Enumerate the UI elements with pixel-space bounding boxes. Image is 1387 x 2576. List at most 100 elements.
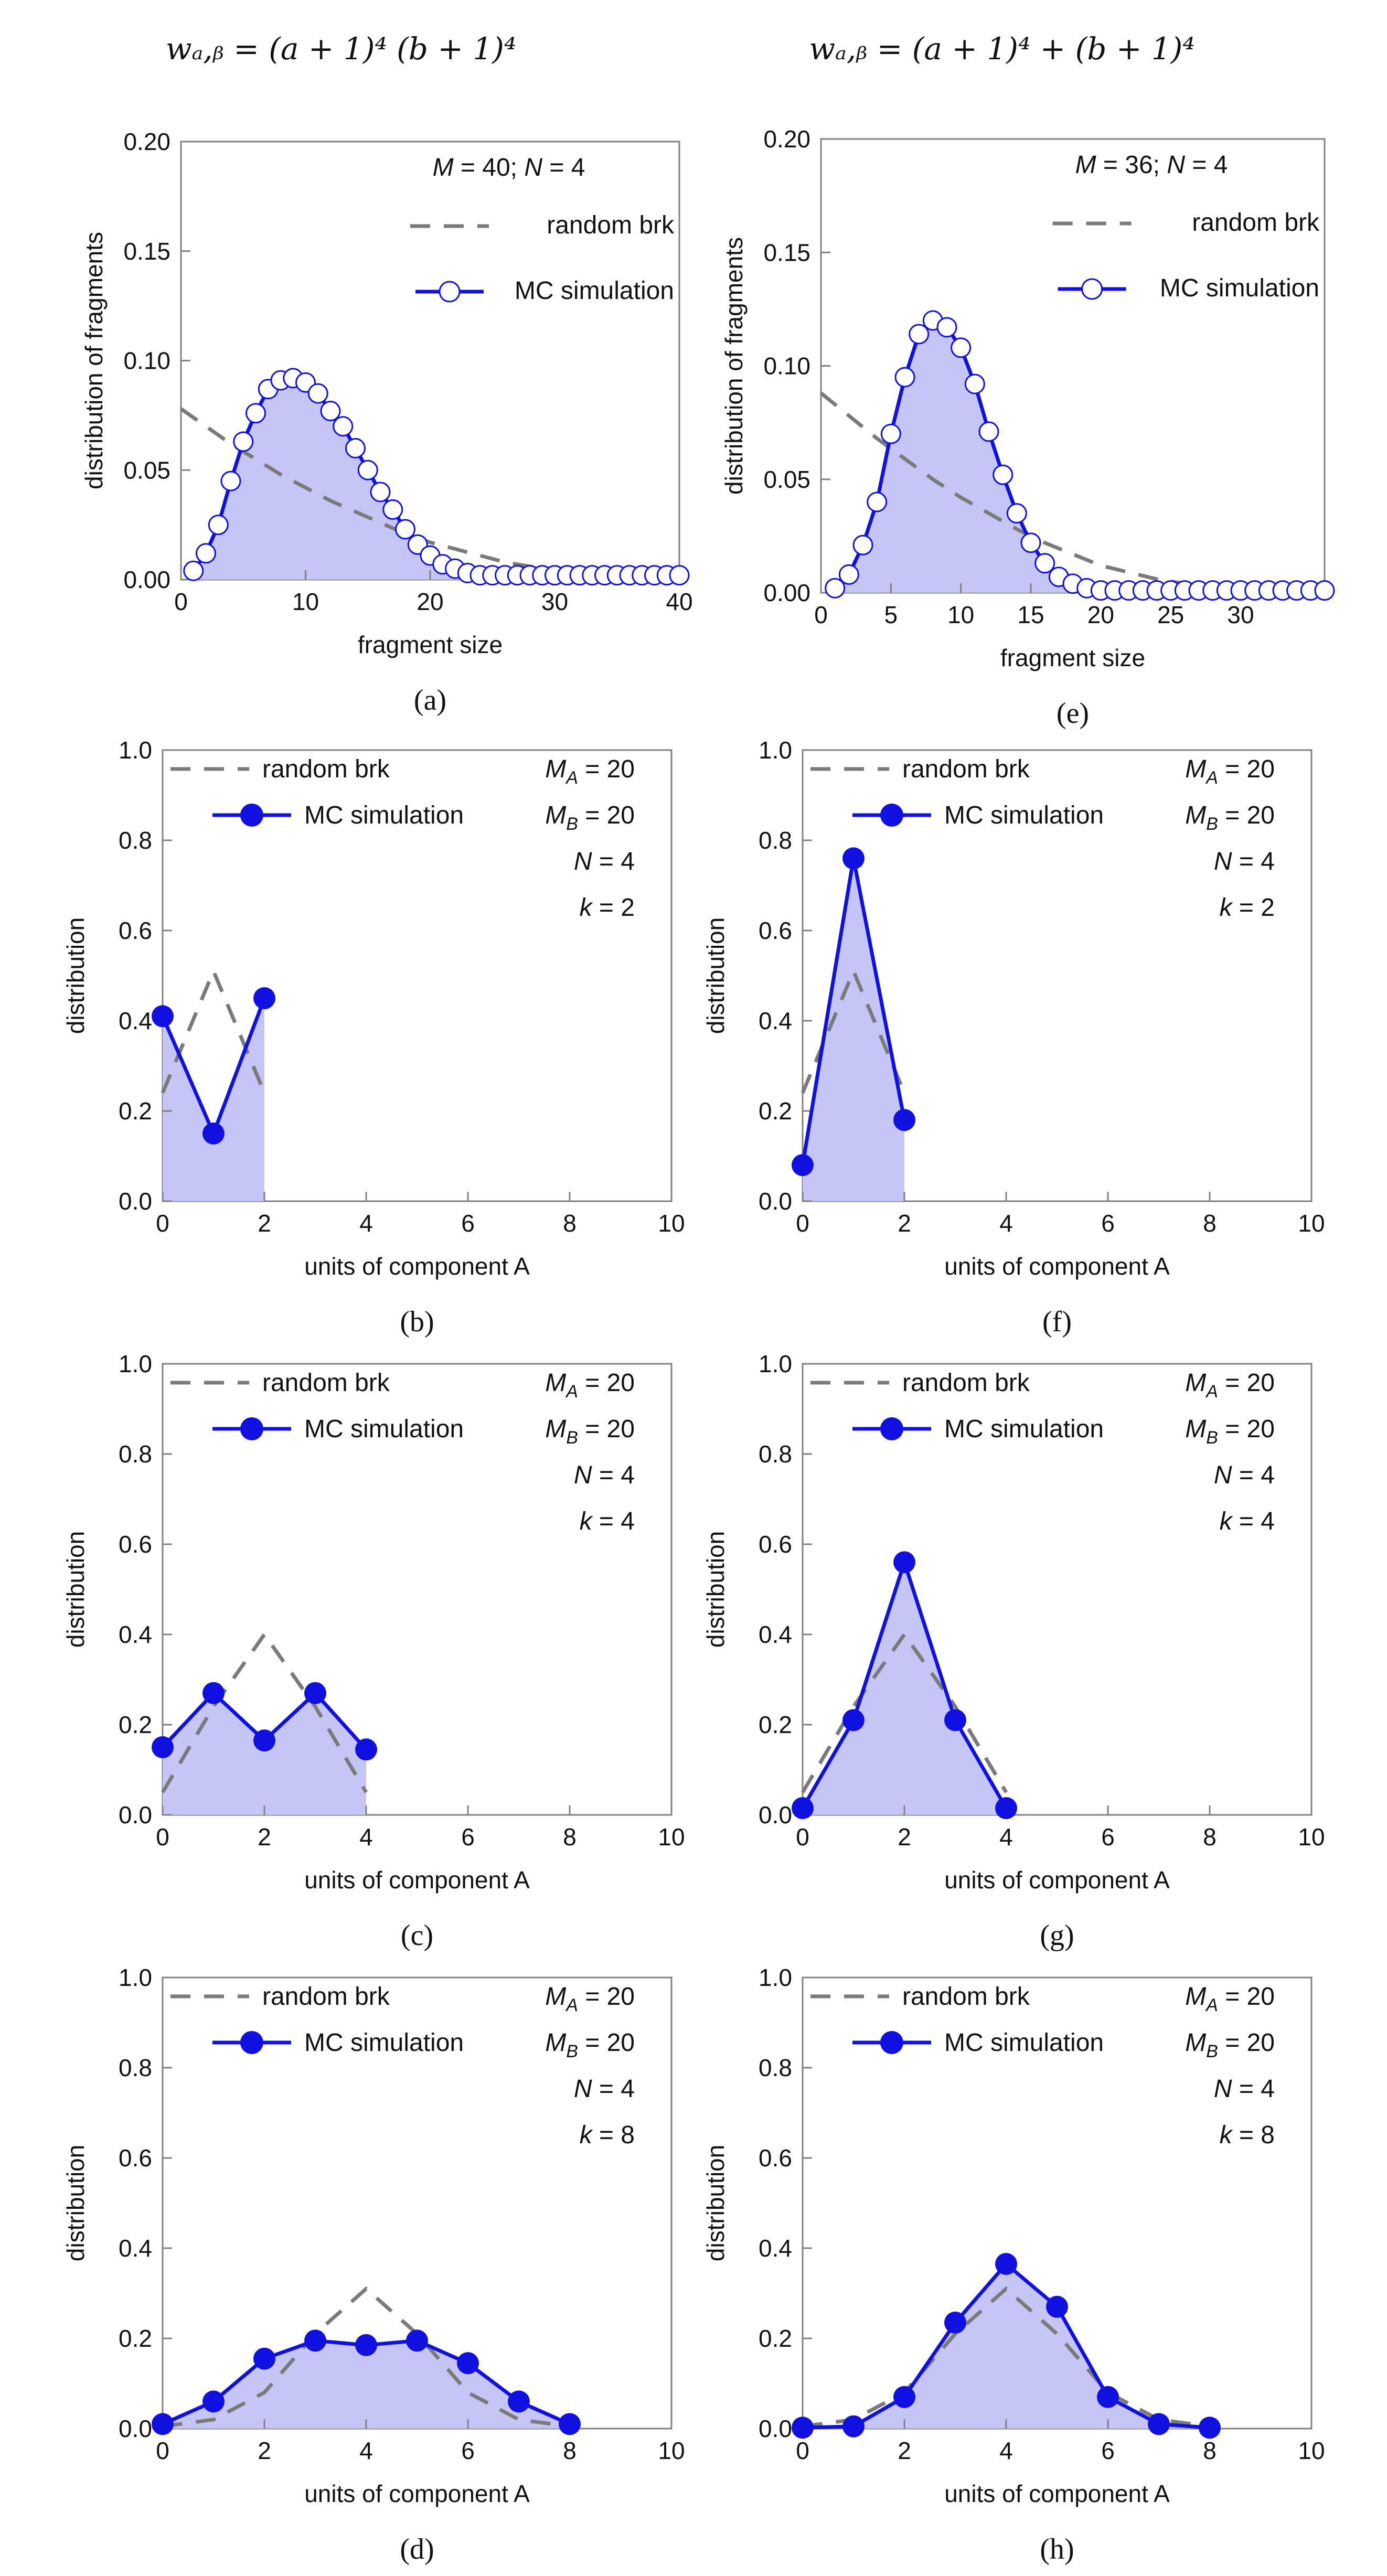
mc-point — [508, 2390, 530, 2413]
x-tick-label: 8 — [563, 1210, 577, 1237]
x-tick-label: 0 — [174, 588, 188, 615]
mc-point — [246, 403, 266, 424]
legend-mc-label: MC simulation — [944, 801, 1104, 829]
x-tick-label: 0 — [796, 2437, 809, 2464]
x-tick-label: 2 — [258, 2437, 271, 2464]
mc-fill-area — [193, 378, 679, 580]
y-tick-label: 0.8 — [759, 1440, 792, 1468]
mc-point — [202, 1682, 225, 1704]
x-tick-label: 20 — [1087, 601, 1114, 628]
y-tick-label: 1.0 — [759, 736, 792, 764]
param-text: MA = 20 — [545, 755, 635, 788]
param-text: N = 4 — [574, 848, 635, 875]
random-brk-line — [161, 1631, 368, 1793]
mc-point — [152, 2413, 174, 2435]
param-text: k = 8 — [580, 2121, 635, 2149]
panel-caption: (e) — [1057, 697, 1089, 730]
mc-point — [202, 1123, 225, 1145]
mc-point — [669, 565, 690, 586]
x-tick-label: 8 — [1203, 2437, 1217, 2464]
mc-point — [304, 1682, 326, 1704]
legend-mc-label: MC simulation — [304, 1415, 464, 1443]
legend-mc-marker — [880, 804, 903, 827]
x-tick-label: 20 — [417, 588, 443, 615]
legend-mc-label: MC simulation — [944, 2029, 1104, 2057]
mc-point — [559, 2413, 581, 2435]
panel-caption: (g) — [1040, 1919, 1074, 1952]
y-axis-label: distribution — [702, 1531, 729, 1648]
x-tick-label: 25 — [1157, 601, 1184, 628]
chart-e: 0 5 10 15 20 25 30 0.00 0.05 0.10 0.15 0.20 fragment… — [720, 125, 1335, 730]
x-tick-label: 8 — [563, 2437, 577, 2464]
mc-point — [893, 2386, 915, 2408]
param-text: MB = 20 — [545, 1415, 635, 1448]
legend-mc-label: MC simulation — [515, 277, 674, 305]
param-text: N = 4 — [1214, 848, 1275, 875]
panel-caption: (a) — [414, 684, 446, 717]
x-tick-label: 0 — [796, 1210, 809, 1237]
mc-point — [842, 2415, 865, 2438]
mc-point — [355, 2334, 377, 2356]
param-text: MB = 20 — [545, 2029, 635, 2061]
param-text: MB = 20 — [545, 801, 635, 834]
param-text: k = 4 — [580, 1508, 635, 1535]
x-tick-label: 30 — [1227, 601, 1254, 628]
legend-mc-marker — [439, 281, 461, 303]
y-tick-label: 0.8 — [119, 1440, 152, 1468]
chart-c: 0 2 4 6 8 10 0.0 0.2 0.4 0.6 0.8 1.0 units of compon… — [62, 1350, 685, 1952]
y-tick-label: 1.0 — [759, 1350, 792, 1377]
mc-point — [233, 431, 254, 452]
mc-fill-area — [163, 1693, 366, 1815]
param-text: N = 4 — [1214, 1461, 1275, 1489]
mc-point — [370, 482, 391, 503]
mc-point — [893, 1109, 915, 1131]
mc-point — [1046, 2295, 1068, 2318]
x-axis-label: fragment size — [1000, 644, 1145, 671]
y-tick-label: 0.6 — [119, 1531, 152, 1558]
y-axis-label: distribution of fragments — [80, 232, 108, 489]
mc-point — [152, 1736, 174, 1758]
x-tick-label: 10 — [658, 1823, 685, 1851]
y-tick-label: 0.2 — [759, 1097, 792, 1125]
mc-point — [792, 1797, 814, 1820]
x-axis-label: units of component A — [944, 1866, 1170, 1894]
mc-point — [842, 847, 865, 870]
legend-mc-marker — [880, 1417, 903, 1440]
plot-frame — [162, 1363, 673, 1816]
mc-point — [995, 1797, 1017, 1820]
x-tick-label: 10 — [1298, 1210, 1325, 1237]
panel-caption: (b) — [400, 1306, 434, 1338]
x-axis-label: units of component A — [304, 1866, 530, 1894]
x-tick-label: 2 — [898, 1210, 911, 1237]
x-tick-label: 0 — [156, 2437, 169, 2464]
y-tick-label: 1.0 — [119, 736, 152, 764]
y-tick-label: 0.6 — [759, 1531, 792, 1558]
mc-point — [1314, 580, 1335, 601]
column-title-right: wₐ,ᵦ = (a + 1)⁴ + (b + 1)⁴ — [809, 31, 1195, 67]
panel-caption: (h) — [1040, 2533, 1074, 2566]
legend-mc-label: MC simulation — [1160, 274, 1319, 302]
x-tick-label: 8 — [1203, 1823, 1217, 1851]
mc-point — [395, 519, 415, 540]
plot-frame — [802, 749, 1313, 1202]
param-text: M = 36; N = 4 — [1075, 151, 1228, 179]
y-tick-label: 0.4 — [119, 2235, 152, 2262]
x-tick-label: 8 — [563, 1823, 577, 1851]
y-tick-label: 0.0 — [759, 1188, 792, 1215]
x-axis-label: units of component A — [304, 1253, 530, 1280]
y-tick-label: 0.8 — [119, 2054, 152, 2081]
mc-point — [964, 373, 985, 394]
x-tick-label: 10 — [658, 1210, 685, 1237]
legend-mc-marker — [240, 804, 263, 827]
mc-point — [993, 464, 1013, 485]
param-text: MB = 20 — [1185, 2029, 1275, 2061]
y-tick-label: 0.2 — [759, 1711, 792, 1738]
mc-point — [867, 491, 888, 512]
x-tick-label: 4 — [999, 1823, 1013, 1851]
mc-point — [333, 416, 354, 437]
x-tick-label: 2 — [898, 1823, 911, 1851]
y-tick-label: 0.4 — [759, 1007, 792, 1034]
param-text: k = 8 — [1220, 2121, 1275, 2149]
x-axis-label: units of component A — [304, 2480, 530, 2507]
